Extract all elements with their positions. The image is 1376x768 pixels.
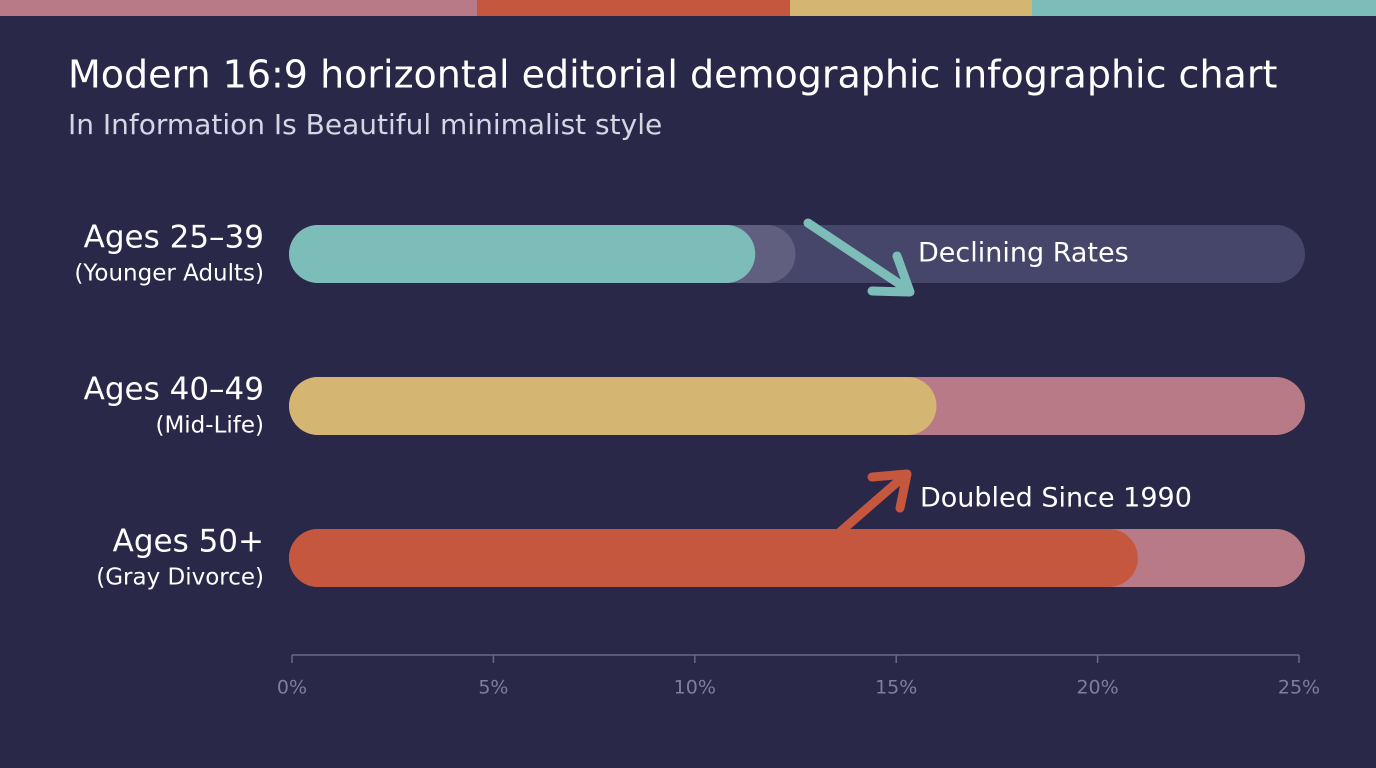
x-tick-label: 20% bbox=[1076, 677, 1118, 699]
top-strip bbox=[790, 0, 1032, 16]
x-tick-label: 25% bbox=[1278, 677, 1320, 699]
arrow-head bbox=[867, 469, 912, 513]
category-label: Ages 50+ bbox=[113, 524, 264, 560]
bar bbox=[289, 225, 756, 283]
category-sublabel: (Gray Divorce) bbox=[96, 565, 264, 591]
x-tick-label: 15% bbox=[875, 677, 917, 699]
category-sublabel: (Younger Adults) bbox=[74, 261, 264, 287]
annotation: Doubled Since 1990 bbox=[920, 483, 1192, 514]
bar bbox=[289, 529, 1138, 587]
chart-title: Modern 16:9 horizontal editorial demogra… bbox=[68, 53, 1277, 97]
arrow bbox=[835, 473, 907, 537]
category-sublabel: (Mid-Life) bbox=[155, 413, 264, 439]
top-strip bbox=[0, 0, 477, 16]
category-label: Ages 25–39 bbox=[84, 220, 264, 256]
top-strip bbox=[477, 0, 790, 16]
top-strip bbox=[1032, 0, 1376, 16]
annotation: Declining Rates bbox=[918, 238, 1129, 269]
x-tick-label: 5% bbox=[478, 677, 508, 699]
chart-subtitle: In Information Is Beautiful minimalist s… bbox=[68, 108, 662, 141]
arrow-head bbox=[867, 251, 915, 297]
x-tick-label: 10% bbox=[674, 677, 716, 699]
arrow bbox=[803, 218, 909, 292]
x-tick-label: 0% bbox=[277, 677, 307, 699]
bars bbox=[289, 225, 1305, 587]
category-label: Ages 40–49 bbox=[84, 372, 264, 408]
bar bbox=[289, 377, 937, 435]
annotations: Declining Rates Doubled Since 1990 bbox=[803, 218, 1192, 537]
